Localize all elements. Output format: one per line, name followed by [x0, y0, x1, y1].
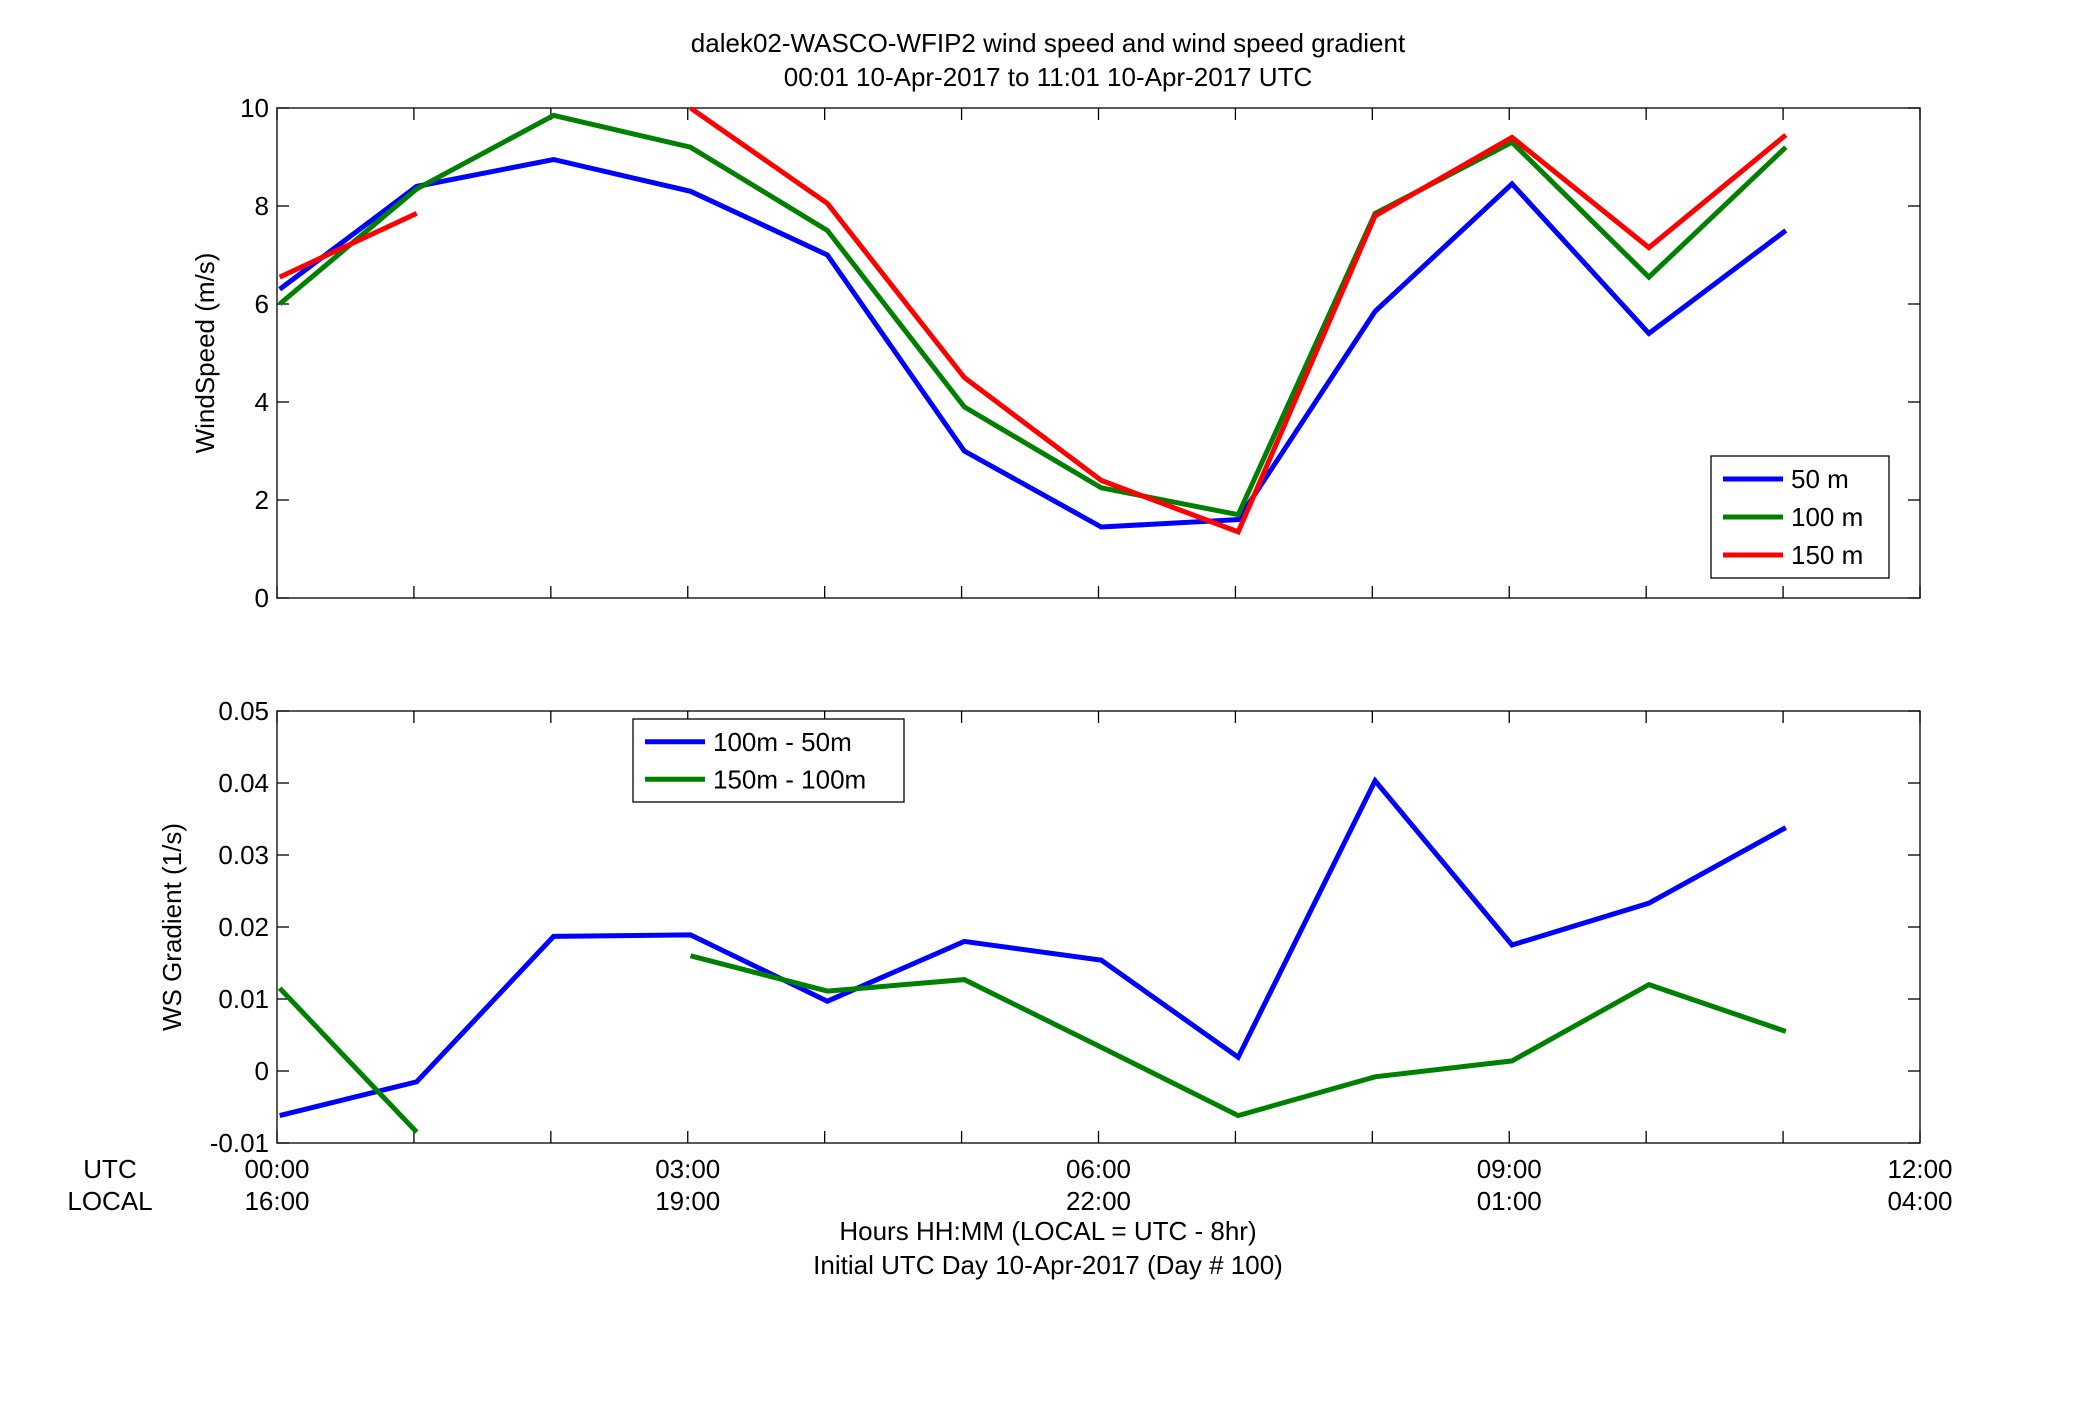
xtick-label-utc: 12:00 — [1887, 1154, 1952, 1184]
gradient-legend-entry: 150m - 100m — [713, 764, 866, 794]
wind-speed-series-line-1 — [278, 156, 1788, 530]
wind-speed-ytick-label: 10 — [240, 93, 269, 123]
wind-speed-gradient-panel: -0.01 0 0.01 0.02 0.03 0.04 0.05 WS Gradient (1… — [157, 696, 1921, 1158]
wind-speed-ytick-label: 8 — [255, 191, 269, 221]
xtick-label-local: 01:00 — [1477, 1186, 1542, 1216]
wind-speed-ytick-label: 2 — [255, 485, 269, 515]
gradient-legend-entry: 100m - 50m — [713, 727, 852, 757]
gradient-series-line-2 — [277, 953, 1787, 1134]
utc-row-label: UTC — [83, 1154, 136, 1184]
wind-speed-y-axis-label: WindSpeed (m/s) — [190, 253, 220, 454]
wind-speed-legend: 50 m 100 m 150 m — [1710, 455, 1890, 579]
wind-speed-series-line-2 — [278, 112, 1788, 518]
figure-title-line2: 00:01 10-Apr-2017 to 11:01 10-Apr-2017 U… — [784, 62, 1313, 92]
figure-title-line1: dalek02-WASCO-WFIP2 wind speed and wind … — [691, 28, 1406, 58]
gradient-ytick-label: 0.04 — [218, 768, 269, 798]
gradient-legend: 100m - 50m 150m - 100m — [632, 718, 905, 803]
gradient-ytick-label: 0.01 — [218, 984, 269, 1014]
wind-speed-ytick-label: 0 — [255, 583, 269, 613]
xtick-label-utc: 06:00 — [1066, 1154, 1131, 1184]
gradient-ytick-label: -0.01 — [210, 1128, 269, 1158]
local-row-label: LOCAL — [67, 1186, 152, 1216]
gradient-legend-box — [632, 718, 905, 803]
gradient-ytick-label: 0.02 — [218, 912, 269, 942]
gradient-ytick-label: 0.05 — [218, 696, 269, 726]
gradient-axes-box — [276, 710, 1921, 1144]
xtick-label-local: 16:00 — [244, 1186, 309, 1216]
x-axis-label-line1: Hours HH:MM (LOCAL = UTC - 8hr) — [839, 1216, 1256, 1246]
wind-speed-legend-entry: 150 m — [1791, 540, 1863, 570]
xtick-label-local: 22:00 — [1066, 1186, 1131, 1216]
gradient-ytick-label: 0.03 — [218, 840, 269, 870]
wind-speed-panel: 0 2 4 6 8 10 WindSpeed (m/s) 50 m 100 m 150 m — [190, 93, 1921, 613]
wind-speed-ytick-label: 6 — [255, 289, 269, 319]
xtick-label-utc: 03:00 — [655, 1154, 720, 1184]
xtick-label-utc: 09:00 — [1477, 1154, 1542, 1184]
gradient-y-axis-label: WS Gradient (1/s) — [157, 823, 187, 1031]
x-axis-label-line2: Initial UTC Day 10-Apr-2017 (Day # 100) — [813, 1250, 1283, 1280]
xtick-label-utc: 00:00 — [244, 1154, 309, 1184]
xtick-label-local: 19:00 — [655, 1186, 720, 1216]
wind-speed-series-line-3 — [278, 107, 1788, 536]
xtick-label-local: 04:00 — [1887, 1186, 1952, 1216]
wind-speed-ytick-label: 4 — [255, 387, 269, 417]
gradient-series-line-1 — [279, 776, 1788, 1119]
wind-speed-legend-entry: 50 m — [1791, 464, 1849, 494]
gradient-ytick-label: 0 — [255, 1056, 269, 1086]
wind-speed-legend-entry: 100 m — [1791, 502, 1863, 532]
